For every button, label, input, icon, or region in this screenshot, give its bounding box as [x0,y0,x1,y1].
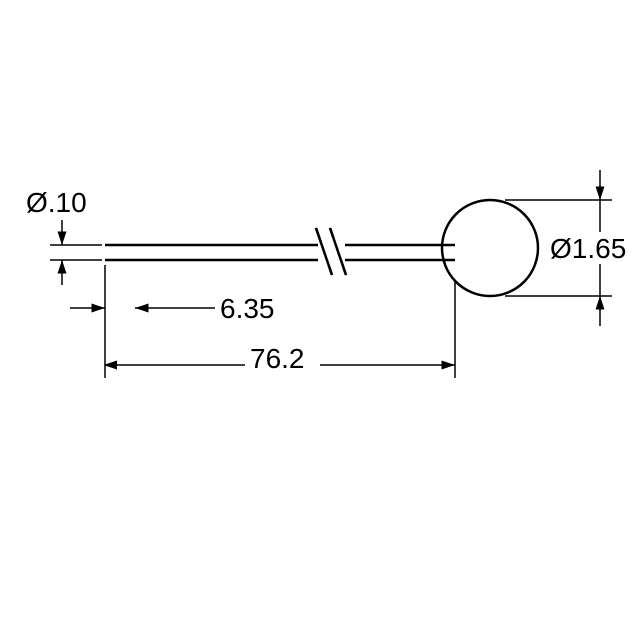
dim-lead-diameter-label: Ø.10 [26,187,87,218]
dim-spacing-label: 6.35 [220,293,275,324]
dim-bead-diameter-label: Ø1.65 [550,233,626,264]
technical-drawing: Ø.10 6.35 76.2 Ø1.65 [0,0,640,640]
component-body [105,200,538,296]
dim-length-label: 76.2 [250,343,305,374]
dim-lead-diameter [50,220,102,285]
dim-spacing [70,265,215,320]
